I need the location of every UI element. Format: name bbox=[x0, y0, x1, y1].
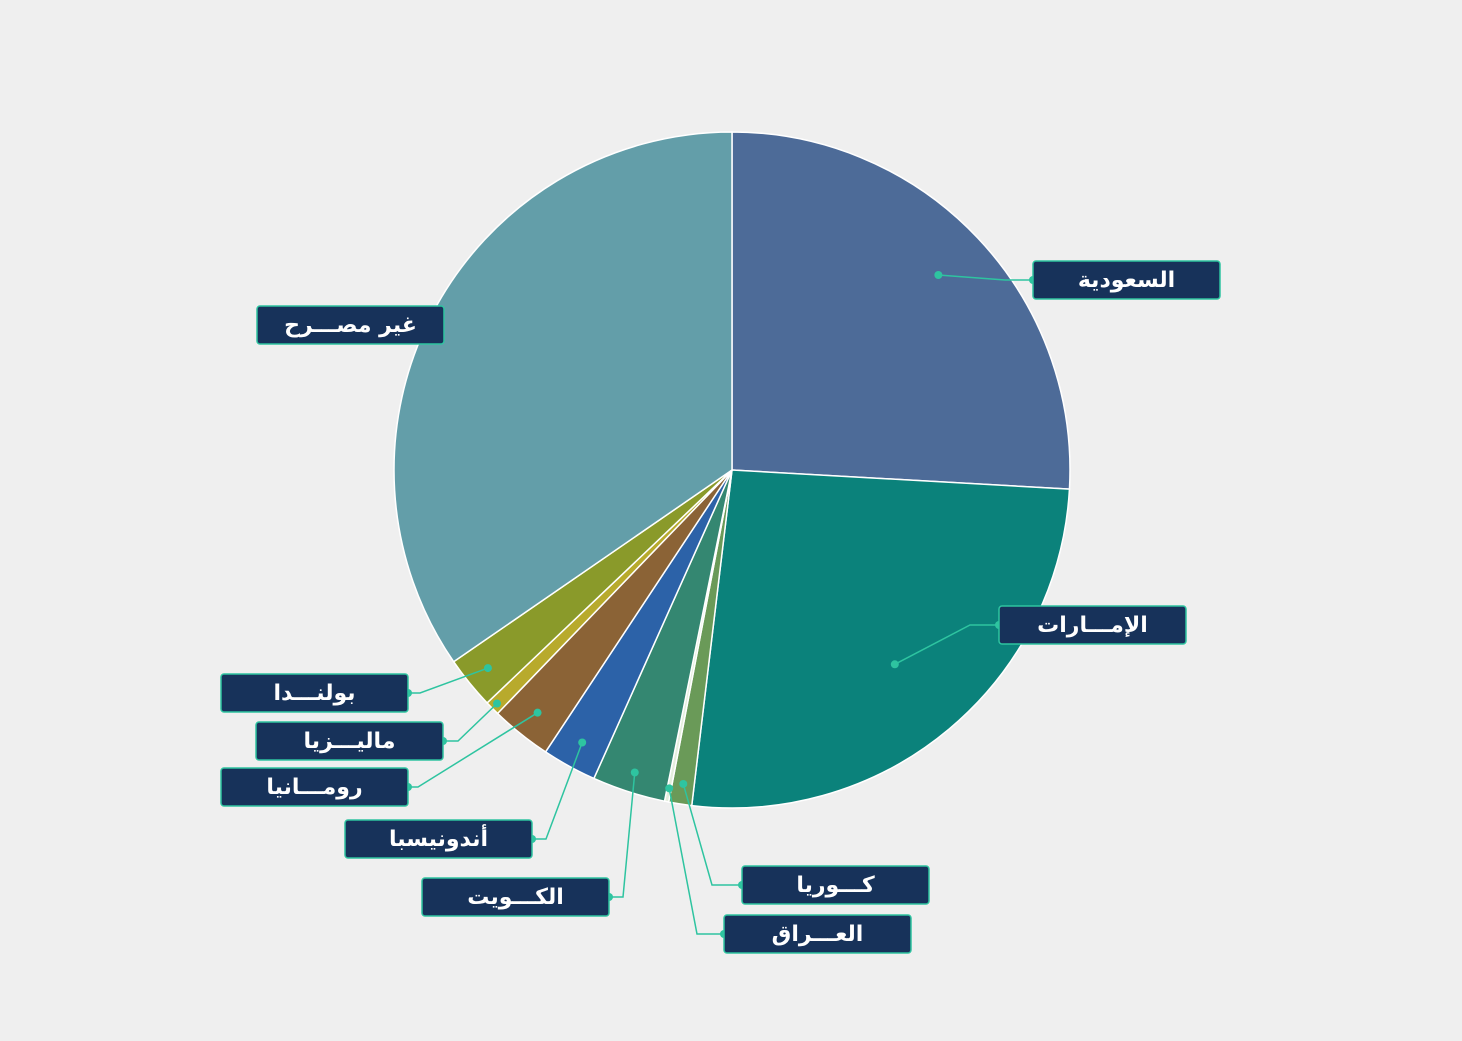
leader-line bbox=[894, 624, 999, 665]
legend-label: كـــوريا bbox=[796, 873, 875, 898]
legend-label: ماليـــزيا bbox=[304, 729, 396, 754]
label-box bbox=[220, 767, 409, 807]
leader-dot bbox=[493, 699, 502, 708]
leader-line bbox=[609, 772, 636, 898]
legend-label: غير مصـــرح bbox=[284, 313, 417, 338]
leader-dot bbox=[679, 779, 688, 788]
leader-line bbox=[443, 702, 498, 742]
legend-label: السعودية bbox=[1078, 268, 1175, 293]
legend-label: رومـــانيا bbox=[266, 775, 362, 800]
leader-dot bbox=[934, 270, 943, 279]
leader-dot bbox=[665, 784, 674, 793]
legend-label: الكـــويت bbox=[467, 885, 564, 910]
legend-label: بولنـــدا bbox=[273, 681, 355, 706]
label-box bbox=[741, 865, 930, 905]
leader-dot bbox=[533, 708, 542, 717]
leader-line bbox=[938, 274, 1033, 281]
label-box bbox=[256, 305, 445, 345]
leader-dot bbox=[630, 768, 639, 777]
legend-label: الإمـــارات bbox=[1037, 613, 1148, 638]
label-box bbox=[421, 877, 610, 917]
legend-label: أندونيسبا bbox=[389, 823, 488, 852]
leader-dot bbox=[483, 664, 492, 673]
legend-label: العـــراق bbox=[772, 922, 864, 947]
leader-line bbox=[532, 742, 583, 840]
label-box bbox=[723, 914, 912, 954]
label-box bbox=[1032, 260, 1221, 300]
leader-dot bbox=[578, 738, 587, 747]
pie-slice bbox=[690, 469, 1071, 809]
pie-slice bbox=[731, 131, 1071, 490]
label-box bbox=[344, 819, 533, 859]
label-box bbox=[220, 673, 409, 713]
label-box bbox=[255, 721, 444, 761]
leader-line bbox=[668, 788, 724, 935]
label-box bbox=[998, 605, 1187, 645]
leader-dot bbox=[890, 660, 899, 669]
leader-line bbox=[682, 783, 742, 886]
